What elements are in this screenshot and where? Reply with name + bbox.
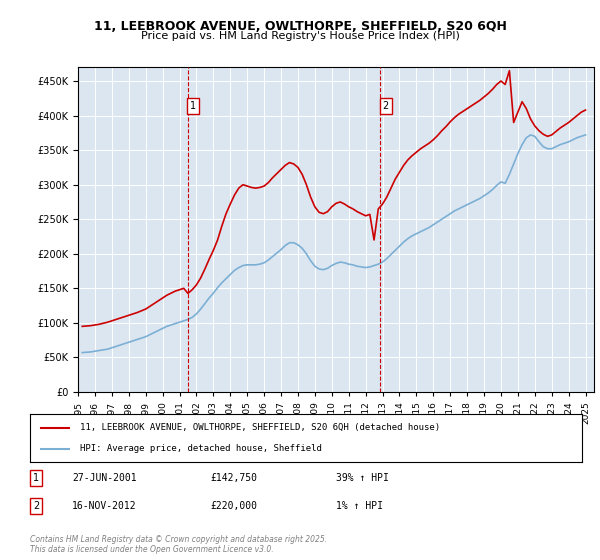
Text: 2: 2 xyxy=(33,501,39,511)
Text: 1% ↑ HPI: 1% ↑ HPI xyxy=(336,501,383,511)
Text: £220,000: £220,000 xyxy=(210,501,257,511)
Text: 27-JUN-2001: 27-JUN-2001 xyxy=(72,473,137,483)
Text: £142,750: £142,750 xyxy=(210,473,257,483)
Text: Contains HM Land Registry data © Crown copyright and database right 2025.
This d: Contains HM Land Registry data © Crown c… xyxy=(30,535,327,554)
Text: 11, LEEBROOK AVENUE, OWLTHORPE, SHEFFIELD, S20 6QH (detached house): 11, LEEBROOK AVENUE, OWLTHORPE, SHEFFIEL… xyxy=(80,423,440,432)
Text: 11, LEEBROOK AVENUE, OWLTHORPE, SHEFFIELD, S20 6QH: 11, LEEBROOK AVENUE, OWLTHORPE, SHEFFIEL… xyxy=(94,20,506,32)
Text: 39% ↑ HPI: 39% ↑ HPI xyxy=(336,473,389,483)
Text: Price paid vs. HM Land Registry's House Price Index (HPI): Price paid vs. HM Land Registry's House … xyxy=(140,31,460,41)
Text: 1: 1 xyxy=(190,101,196,111)
Text: 1: 1 xyxy=(33,473,39,483)
Text: 2: 2 xyxy=(382,101,389,111)
Text: 16-NOV-2012: 16-NOV-2012 xyxy=(72,501,137,511)
Text: HPI: Average price, detached house, Sheffield: HPI: Average price, detached house, Shef… xyxy=(80,444,322,453)
